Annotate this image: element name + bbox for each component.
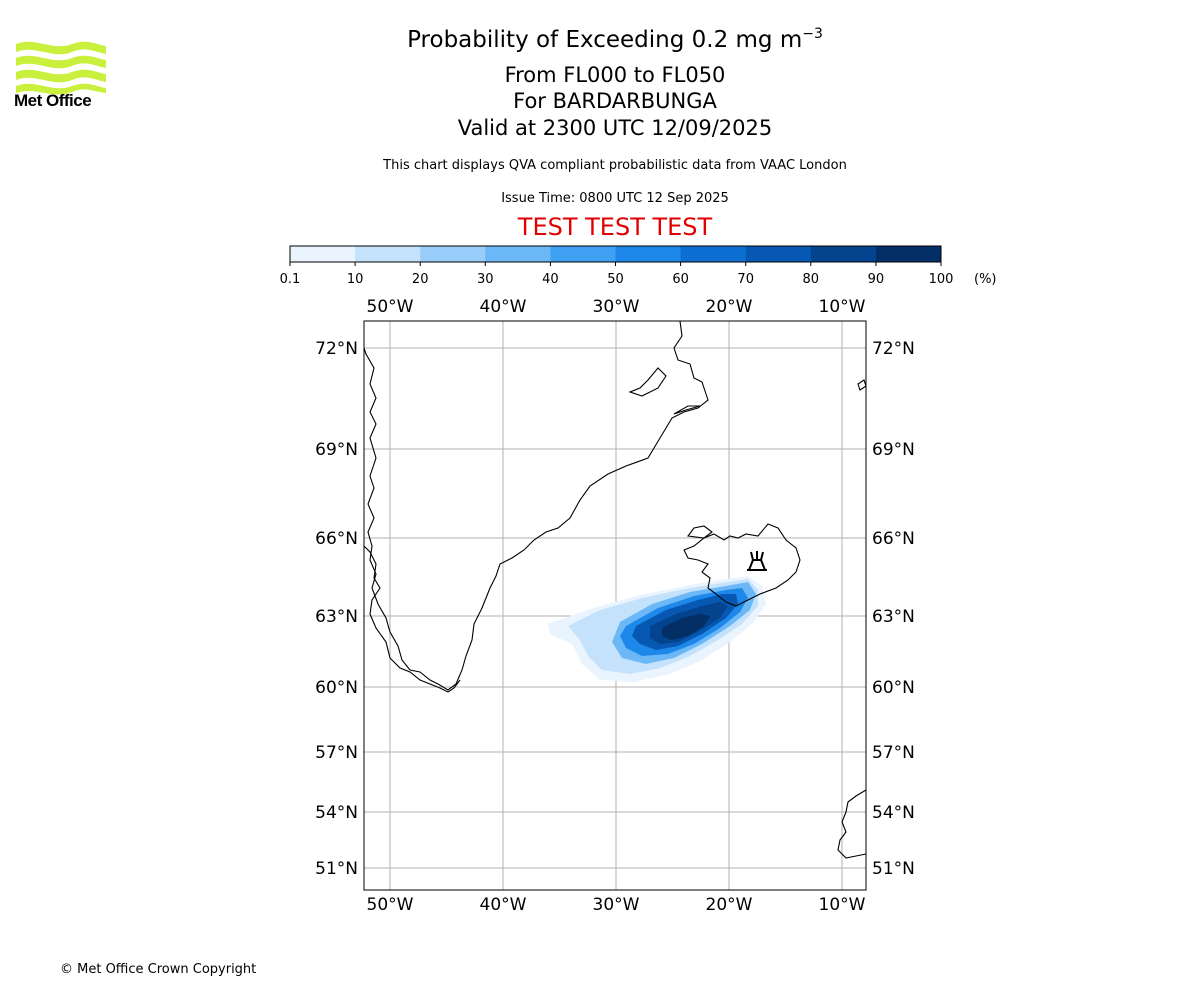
lon-label-bottom: 10°W (819, 895, 866, 915)
lat-label-right: 57°N (872, 743, 915, 763)
lon-label-bottom: 30°W (593, 895, 640, 915)
colorbar-tick-label: 30 (477, 272, 494, 287)
map-frame (363, 320, 867, 891)
lon-label-top: 40°W (480, 297, 527, 317)
lat-label-right: 69°N (872, 440, 915, 460)
colorbar-tick-label: 0.1 (280, 272, 301, 287)
iceland-coast (683, 523, 801, 607)
volcano-icon (747, 551, 767, 571)
map-panel: 50°W 40°W 30°W 20°W 10°W 50°W 40°W 30°W 20°W 10°… (315, 297, 915, 915)
test-banner: TEST TEST TEST (517, 213, 713, 241)
colorbar-swatch (485, 246, 551, 262)
colorbar-tick-label: 40 (542, 272, 559, 287)
flight-level-range: From FL000 to FL050 (504, 63, 726, 87)
met-office-logo-icon (16, 41, 106, 95)
lat-label-left: 66°N (315, 529, 358, 549)
lat-label-right: 51°N (872, 859, 915, 879)
lon-label-bottom: 40°W (480, 895, 527, 915)
colorbar-tick-label: 60 (672, 272, 689, 287)
colorbar-tick-label: 70 (737, 272, 754, 287)
coastlines (363, 320, 867, 859)
colorbar-swatch (745, 246, 812, 262)
longitude-labels-top: 50°W 40°W 30°W 20°W 10°W (367, 297, 866, 317)
uk-coast (837, 789, 867, 859)
lat-label-right: 72°N (872, 339, 915, 359)
greenland-fjord (628, 367, 667, 397)
colorbar-swatches (290, 246, 942, 262)
colorbar-tick-label: 100 (929, 272, 954, 287)
lat-label-left: 63°N (315, 607, 358, 627)
copyright-notice: © Met Office Crown Copyright (60, 962, 257, 977)
colorbar-swatch (615, 246, 682, 262)
colorbar-swatch (550, 246, 616, 262)
colorbar-tick-label: 90 (868, 272, 885, 287)
colorbar-tick-label: 20 (412, 272, 429, 287)
colorbar-swatch (875, 246, 942, 262)
lon-label-top: 10°W (819, 297, 866, 317)
colorbar-tick-label: 10 (347, 272, 364, 287)
met-office-wordmark: Met Office (14, 91, 92, 110)
volcano-name: For BARDARBUNGA (513, 89, 717, 113)
west-coast-fragment (363, 545, 461, 693)
iceland-northwest-peninsula (686, 525, 713, 539)
greenland-inlet (673, 405, 701, 415)
probability-colorbar: 0.1 10 20 30 40 50 60 70 80 90 100 (%) (280, 245, 997, 287)
lat-label-left: 54°N (315, 803, 358, 823)
title-text: Probability of Exceeding 0.2 mg m (407, 27, 803, 53)
colorbar-tick-label: 80 (803, 272, 820, 287)
latitude-labels-right: 72°N 69°N 66°N 63°N 60°N 57°N 54°N 51°N (872, 339, 915, 879)
lat-label-right: 54°N (872, 803, 915, 823)
lon-label-bottom: 50°W (367, 895, 414, 915)
lon-label-bottom: 20°W (706, 895, 753, 915)
lat-label-right: 66°N (872, 529, 915, 549)
lat-label-right: 60°N (872, 678, 915, 698)
colorbar-swatch (355, 246, 421, 262)
lat-label-left: 72°N (315, 339, 358, 359)
issue-time: Issue Time: 0800 UTC 12 Sep 2025 (501, 191, 729, 206)
valid-time: Valid at 2300 UTC 12/09/2025 (457, 116, 773, 140)
lon-label-top: 20°W (706, 297, 753, 317)
latitude-labels-left: 72°N 69°N 66°N 63°N 60°N 57°N 54°N 51°N (315, 339, 358, 879)
colorbar-swatch (420, 246, 486, 262)
lat-label-left: 69°N (315, 440, 358, 460)
lat-label-left: 60°N (315, 678, 358, 698)
colorbar-swatch (290, 246, 356, 262)
greenland-coast (363, 320, 709, 691)
colorbar-ticks: 0.1 10 20 30 40 50 60 70 80 90 100 (280, 262, 954, 287)
colorbar-swatch (810, 246, 877, 262)
lat-label-left: 57°N (315, 743, 358, 763)
lon-label-top: 50°W (367, 297, 414, 317)
colorbar-swatch (680, 246, 747, 262)
lat-label-right: 63°N (872, 607, 915, 627)
chart-title: Probability of Exceeding 0.2 mg m−3 (0, 26, 1200, 53)
lon-label-top: 30°W (593, 297, 640, 317)
plume-band-100 (662, 614, 710, 640)
title-exponent: −3 (802, 26, 823, 42)
ash-probability-plume (548, 576, 766, 682)
lat-label-left: 51°N (315, 859, 358, 879)
colorbar-unit: (%) (974, 272, 997, 287)
faroe-islands (857, 379, 867, 391)
colorbar-tick-label: 50 (607, 272, 624, 287)
compliance-note: This chart displays QVA compliant probab… (383, 158, 847, 173)
longitude-labels-bottom: 50°W 40°W 30°W 20°W 10°W (367, 895, 866, 915)
